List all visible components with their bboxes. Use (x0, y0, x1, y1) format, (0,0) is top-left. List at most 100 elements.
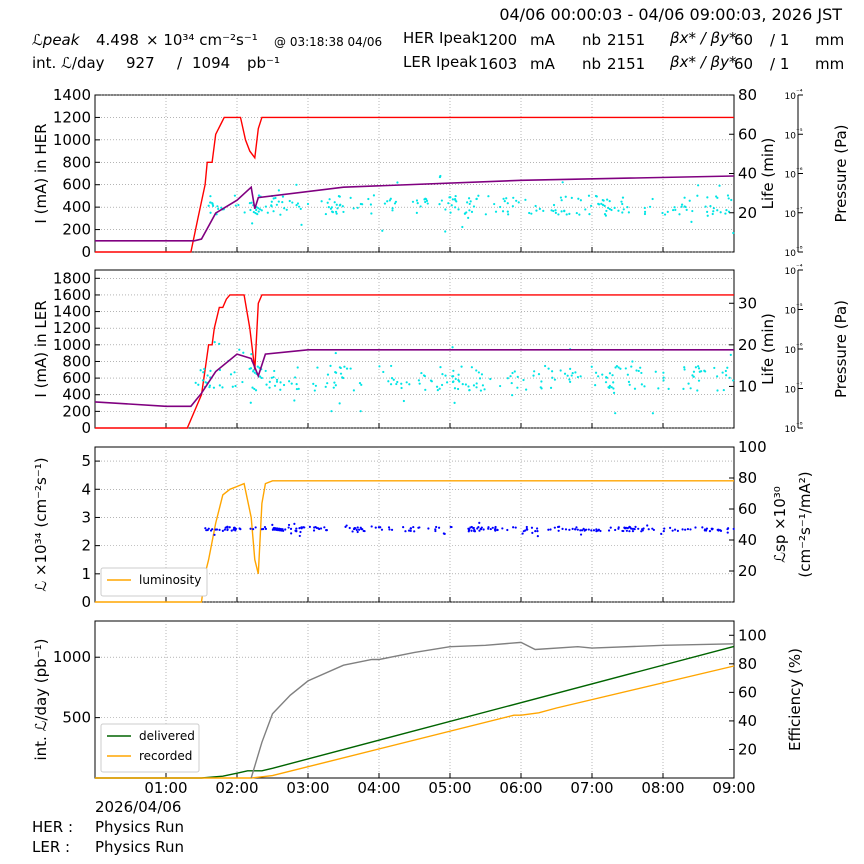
life-point (249, 208, 252, 212)
int-lum-unit: pb⁻¹ (247, 54, 280, 72)
lpeak-unit: × 10³⁴ cm⁻²s⁻¹ (146, 31, 258, 49)
specific-point (254, 526, 257, 529)
life-point (212, 386, 216, 389)
specific-point (681, 528, 684, 531)
lpeak-time: @ 03:18:38 04/06 (274, 35, 383, 49)
life-point (628, 383, 631, 386)
specific-point (211, 528, 214, 531)
y-tick-label: 3 (81, 508, 91, 526)
life-point (392, 378, 395, 381)
specific-point (525, 525, 528, 529)
life-point (213, 341, 216, 344)
life-point (400, 382, 403, 385)
life-point (506, 210, 509, 213)
pressure-axis-label: Pressure (Pa) (832, 124, 850, 222)
life-point (568, 212, 571, 215)
life-point (306, 202, 310, 206)
efficiency-line (250, 641, 735, 779)
life-point (396, 380, 399, 384)
life-point (483, 388, 486, 391)
life-point (724, 212, 727, 215)
life-point (326, 382, 329, 385)
specific-point (271, 523, 274, 526)
life-point (356, 206, 359, 209)
life-point (475, 197, 478, 201)
specific-point (223, 528, 226, 531)
x-tick-label: 02:00 (215, 779, 258, 797)
life-point (550, 370, 554, 373)
life-point (624, 367, 627, 370)
specific-point (363, 529, 366, 533)
life-point (430, 380, 433, 383)
life-point (535, 209, 538, 212)
life-point (552, 209, 555, 213)
life-point (425, 198, 428, 201)
specific-point (404, 530, 407, 533)
life-point (719, 211, 722, 214)
y-tick-label: 400 (62, 386, 91, 404)
specific-point (409, 527, 412, 530)
life-point (328, 198, 331, 201)
y2-tick-label: 60 (738, 683, 757, 701)
life-point (424, 200, 427, 204)
life-point (238, 348, 241, 351)
life-point (726, 194, 730, 197)
specific-point (676, 529, 679, 532)
life-point (441, 373, 444, 376)
life-point (451, 380, 455, 384)
specific-point (557, 529, 560, 532)
life-point (268, 380, 271, 383)
y-tick-label: 1800 (53, 269, 91, 287)
specific-point (289, 527, 293, 531)
life-point (487, 195, 490, 198)
life-point (400, 386, 403, 390)
specific-point (482, 528, 485, 531)
specific-point (689, 528, 692, 531)
pressure-tick-label: 10 (785, 249, 797, 259)
life-point (683, 368, 686, 371)
life-point (606, 198, 609, 201)
life-point (540, 380, 543, 383)
life-point (273, 369, 276, 373)
life-point (435, 385, 439, 388)
specific-point (487, 526, 490, 529)
life-point (209, 195, 212, 198)
life-point (610, 386, 613, 389)
life-point (468, 202, 471, 206)
life-point (444, 230, 447, 233)
life-point (630, 365, 633, 368)
life-point (662, 379, 665, 382)
life-point (475, 382, 478, 385)
specific-point (204, 527, 207, 530)
life-point (557, 213, 560, 216)
specific-point (239, 528, 242, 531)
specific-point (478, 521, 481, 524)
life-point (295, 183, 298, 186)
life-point (470, 366, 473, 369)
specific-point (625, 529, 628, 532)
y2-tick-label: 60 (738, 500, 757, 518)
life-point (447, 202, 450, 205)
life-point (415, 199, 419, 202)
int-lum-sep: / (177, 54, 183, 72)
specific-point (323, 526, 326, 529)
specific-point (287, 526, 290, 529)
life-point (290, 382, 293, 385)
specific-point (480, 526, 483, 529)
life-point (600, 202, 603, 205)
specific-point (535, 527, 539, 530)
life-point (534, 204, 537, 208)
life-point (234, 204, 237, 207)
specific-point (629, 526, 632, 529)
ler-peak-current: 1603 (479, 55, 518, 73)
x-tick-label: 08:00 (641, 779, 684, 797)
life-point (606, 206, 610, 210)
life-point (725, 209, 728, 212)
life-point (662, 376, 665, 379)
life-point (257, 210, 260, 213)
life-point (466, 201, 469, 204)
specific-point (624, 527, 627, 530)
life-point (270, 205, 273, 208)
life-point (248, 202, 251, 205)
y-tick-label: 600 (62, 176, 91, 194)
